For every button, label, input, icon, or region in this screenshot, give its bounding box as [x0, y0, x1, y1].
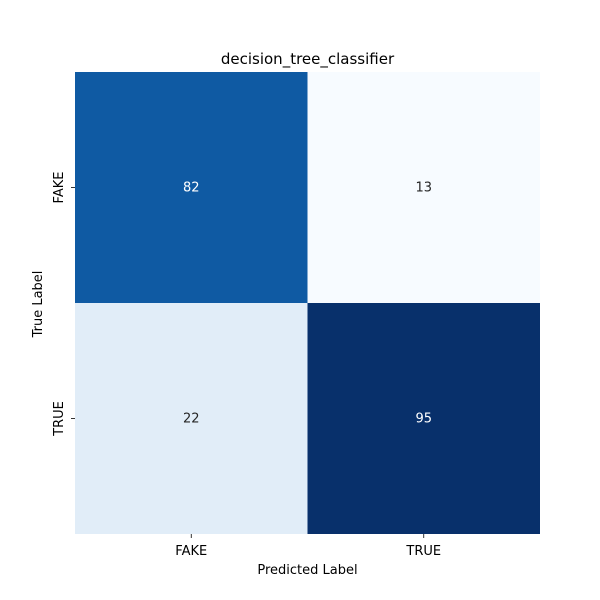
y-axis-ticks: FAKE TRUE — [52, 172, 75, 437]
heatmap-cells — [75, 72, 540, 534]
cell-value-label: 13 — [415, 181, 432, 196]
cell-value-label: 95 — [415, 412, 432, 427]
heatmap-cell-fake-fake — [75, 72, 308, 303]
y-tick-label: FAKE — [52, 172, 67, 204]
cell-value-label: 22 — [183, 412, 200, 427]
y-axis-label: True Label — [31, 271, 46, 339]
heatmap-cell-true-fake — [75, 303, 308, 534]
chart-title: decision_tree_classifier — [221, 50, 395, 69]
x-tick-label: TRUE — [405, 544, 441, 559]
x-tick-label: FAKE — [175, 544, 207, 559]
cell-value-label: 82 — [183, 181, 200, 196]
x-axis-label: Predicted Label — [257, 563, 357, 578]
heatmap-cell-fake-true — [307, 72, 540, 303]
y-tick-label: TRUE — [52, 401, 67, 437]
heatmap-cell-true-true — [307, 303, 540, 534]
x-axis-ticks: FAKE TRUE — [175, 534, 441, 559]
heatmap-value-labels: 82 13 22 95 — [183, 181, 432, 427]
